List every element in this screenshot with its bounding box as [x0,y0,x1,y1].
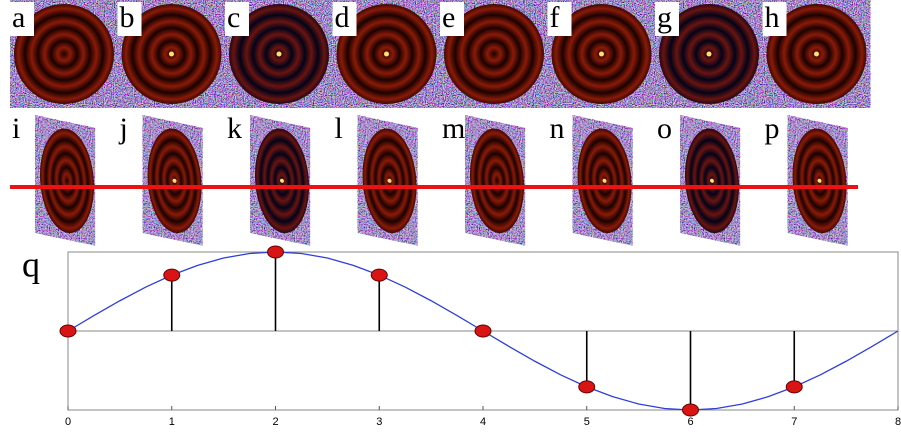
label-box [117,114,140,148]
label-box [762,114,785,148]
panel-label: i [12,112,20,145]
bottom-row: i j k l m n o p [10,112,858,246]
panel-label: a [12,1,25,34]
image-center [387,178,392,183]
image-panel: d [332,0,441,108]
panel-label: l [335,112,343,145]
image-disc [444,4,544,104]
chart-label: q [22,244,40,284]
image-center [814,51,819,57]
image-panel: f [547,0,656,108]
panel-label: j [119,112,128,145]
image-center [599,51,604,57]
image-panel [680,114,740,246]
panel-label: c [227,1,240,34]
image-panel [572,114,633,246]
label-box [225,114,247,148]
image-panel [142,114,203,246]
panel-label: k [227,112,242,145]
panel-label: d [335,1,350,34]
x-tick-label: 3 [376,416,382,428]
panel-label: g [657,1,672,34]
panel-label: b [120,1,135,34]
x-tick-label: 0 [65,416,71,428]
x-tick-label: 7 [791,416,797,428]
stem-marker [474,324,492,338]
panel-label: n [550,112,565,145]
panel-label: m [442,112,465,145]
label-box [10,2,34,36]
image-center [280,178,284,183]
label-box [547,2,572,36]
image-panel: g [655,0,763,108]
x-tick-label: 4 [480,416,486,428]
image-center [602,178,607,183]
image-center [276,51,282,57]
label-box [10,114,32,148]
stem-marker [267,245,284,259]
x-tick-label: 5 [584,416,590,428]
x-tick-label: 6 [687,416,693,428]
stem-marker [59,324,77,338]
label-box [655,114,677,148]
image-disc [470,128,524,234]
image-center [172,178,177,183]
label-box [332,114,355,148]
image-center [384,51,389,57]
image-disc [14,4,114,104]
stem-marker [578,380,596,394]
x-tick-label: 8 [895,416,901,428]
image-panel [787,114,848,246]
label-box [762,2,787,36]
stem-marker [682,403,699,417]
image-center [706,51,712,57]
label-box [117,2,142,36]
top-row: a b c d e f g h [10,0,871,108]
chart: q 0 1 2 3 4 5 6 7 8 [22,244,901,428]
panel-label: f [550,1,560,34]
label-box [332,2,357,36]
image-panel: h [762,0,871,108]
image-panel: c [225,0,333,108]
label-box [440,2,464,36]
panel-label: e [442,1,455,34]
label-box [225,2,249,36]
label-box [440,114,462,148]
stem-marker [370,268,388,282]
panel-label: p [765,112,780,145]
image-panel [250,114,310,246]
label-box [547,114,570,148]
image-panel: a [10,0,118,108]
image-panel [35,114,95,246]
panel-label: h [765,1,780,34]
label-box [655,2,679,36]
x-tick-label: 2 [272,416,278,428]
image-panel: b [117,0,226,108]
stem-marker [785,380,803,394]
image-disc [40,128,94,234]
image-panel [357,114,418,246]
image-center [817,178,822,183]
x-tick-label: 1 [169,416,175,428]
image-center [710,178,714,183]
image-center [169,51,174,57]
image-panel [465,114,525,246]
stem-marker [163,268,181,282]
panel-label: o [657,112,672,145]
image-panel: e [440,0,548,108]
